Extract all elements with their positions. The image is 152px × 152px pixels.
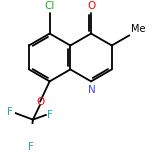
Text: O: O <box>37 97 45 107</box>
Text: O: O <box>87 1 95 11</box>
Text: F: F <box>47 110 53 120</box>
Text: Me: Me <box>131 24 145 34</box>
Text: F: F <box>7 107 12 117</box>
Text: Cl: Cl <box>44 1 55 11</box>
Text: F: F <box>28 142 33 152</box>
Text: N: N <box>88 85 96 95</box>
